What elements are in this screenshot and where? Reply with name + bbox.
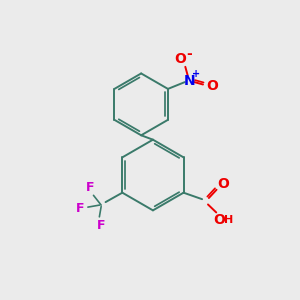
Text: O: O xyxy=(213,213,225,227)
Text: F: F xyxy=(97,219,105,232)
Text: O: O xyxy=(174,52,186,66)
Text: O: O xyxy=(217,177,229,191)
Text: N: N xyxy=(183,74,195,88)
Text: +: + xyxy=(192,69,200,79)
Text: -: - xyxy=(186,47,192,61)
Text: F: F xyxy=(76,202,85,215)
Text: F: F xyxy=(86,182,94,194)
Text: H: H xyxy=(224,215,233,225)
Text: O: O xyxy=(206,79,218,93)
